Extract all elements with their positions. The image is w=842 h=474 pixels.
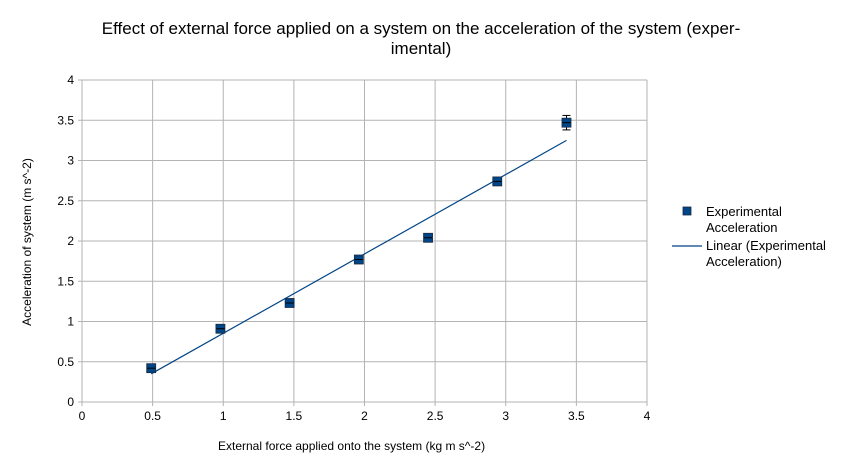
chart-title-line-2: imental) [390,39,452,58]
data-point [492,176,503,187]
x-tick-label: 3.5 [568,409,585,423]
data-point [353,254,364,265]
y-axis-title-text: Acceleration of system (m s^-2) [20,158,34,326]
x-tick-label: 2 [361,409,368,423]
data-point [146,363,157,374]
y-tick-label: 3 [67,154,74,168]
x-tick-label: 0 [79,409,86,423]
y-axis-ticks: 0 0.5 1 1.5 2 2.5 3 3.5 4 [57,73,82,409]
y-tick-label: 2 [67,234,74,248]
x-tick-label: 1.5 [286,409,303,423]
y-tick-label: 1 [67,315,74,329]
data-point [284,298,295,308]
legend-label-series: Experimental Acceleration [706,204,782,236]
data-points [146,114,572,374]
x-tick-label: 4 [644,409,651,423]
legend-label-series-line-1: Experimental [706,204,782,219]
data-point [561,114,572,131]
x-axis-title: External force applied onto the system (… [218,439,486,453]
y-tick-label: 0 [67,395,74,409]
data-point [215,323,226,334]
x-tick-label: 2.5 [427,409,444,423]
legend-markers [672,206,702,247]
x-tick-label: 1 [220,409,227,423]
y-tick-label: 4 [67,73,74,87]
legend-marker-series [682,206,692,216]
legend-label-trendline-line-1: Linear (Experimental [706,238,826,253]
chart-title-line-1: Effect of external force applied on a sy… [101,19,741,38]
x-tick-label: 0.5 [144,409,161,423]
x-tick-label: 3 [502,409,509,423]
x-axis-ticks: 0 0.5 1 1.5 2 2.5 3 3.5 4 [79,402,651,423]
y-tick-label: 0.5 [57,355,74,369]
y-tick-label: 2.5 [57,194,74,208]
legend-label-trendline: Linear (Experimental Acceleration) [706,238,826,270]
legend-label-series-line-2: Acceleration [706,220,778,235]
y-tick-label: 1.5 [57,274,74,288]
grid-lines [81,79,648,403]
legend-label-trendline-line-2: Acceleration) [706,254,782,269]
data-point [423,232,433,243]
y-tick-label: 3.5 [57,113,74,127]
y-axis-title: Acceleration of system (m s^-2) [20,158,34,326]
